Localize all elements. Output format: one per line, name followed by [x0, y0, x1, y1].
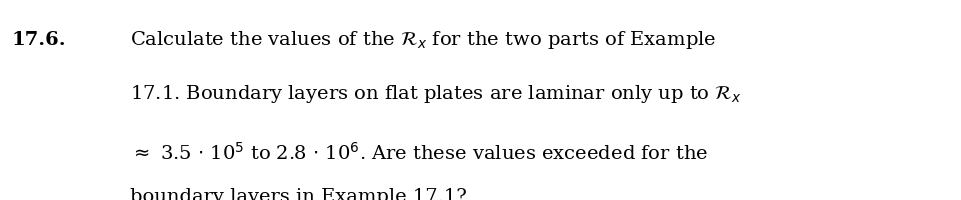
Text: $\approx$ 3.5 $\cdot$ 10$^5$ to 2.8 $\cdot$ 10$^6$. Are these values exceeded fo: $\approx$ 3.5 $\cdot$ 10$^5$ to 2.8 $\cd… — [130, 141, 707, 163]
Text: Calculate the values of the $\mathcal{R}_x$ for the two parts of Example: Calculate the values of the $\mathcal{R}… — [130, 29, 715, 51]
Text: 17.6.: 17.6. — [12, 31, 66, 49]
Text: 17.1. Boundary layers on flat plates are laminar only up to $\mathcal{R}_x$: 17.1. Boundary layers on flat plates are… — [130, 83, 741, 105]
Text: boundary layers in Example 17.1?: boundary layers in Example 17.1? — [130, 187, 466, 200]
